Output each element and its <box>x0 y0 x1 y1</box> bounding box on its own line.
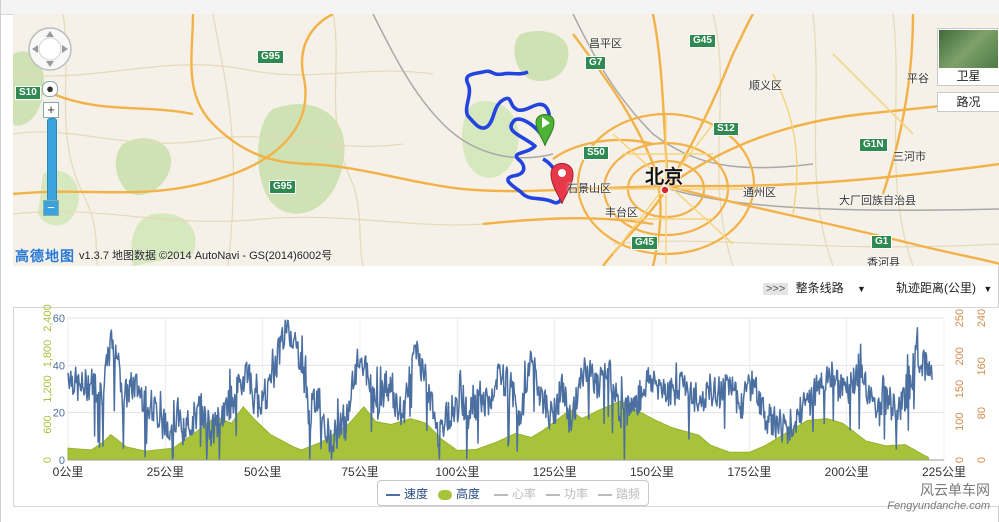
x-axis-select-value: 轨迹距离(公里) <box>896 281 976 295</box>
route-map[interactable]: ● + − G95 S10 G7 G45 S12 S50 G1N G95 G45… <box>13 14 999 266</box>
highway-shield: G95 <box>257 50 284 64</box>
traffic-toggle[interactable]: 路况 <box>937 92 999 112</box>
highway-shield: S50 <box>583 146 609 160</box>
highway-shield: G45 <box>689 34 716 48</box>
chart-legend: 速度 高度 心率 功率 踏频 <box>377 480 649 506</box>
start-marker <box>535 114 555 147</box>
map-copyright: v1.3.7 地图数据 ©2014 AutoNavi - GS(2014)600… <box>79 250 333 262</box>
place-label: 丰台区 <box>605 207 638 219</box>
legend-label: 功率 <box>564 487 589 501</box>
zoom-handle-top[interactable]: ● <box>42 81 58 97</box>
city-label: 北京 <box>645 167 684 188</box>
satellite-label: 卫星 <box>956 69 981 83</box>
place-label: 香河县 <box>867 257 900 266</box>
legend-label: 踏频 <box>616 487 641 501</box>
route-select-value: 整条线路 <box>795 281 844 295</box>
expand-arrows[interactable]: >>> <box>763 283 789 295</box>
legend-item[interactable]: 高度 <box>438 485 480 502</box>
highway-shield: G1 <box>871 235 893 249</box>
watermark: 风云单车网 Fengyundanche.com <box>887 480 990 512</box>
legend-swatch <box>546 493 560 496</box>
legend-item[interactable]: 心率 <box>494 485 536 502</box>
profile-chart-panel <box>13 307 999 507</box>
legend-item[interactable]: 速度 <box>386 485 428 502</box>
route-select[interactable]: >>> 整条线路 ▼ <box>763 279 866 296</box>
highway-shield: G95 <box>269 180 296 194</box>
place-label: 通州区 <box>743 187 776 199</box>
window-top-edge <box>1 0 999 15</box>
legend-swatch <box>438 489 452 500</box>
place-label: 石景山区 <box>567 183 611 195</box>
chevron-down-icon: ▼ <box>856 284 866 294</box>
legend-swatch <box>386 493 400 496</box>
highway-shield: G1N <box>859 138 888 152</box>
chevron-down-icon: ▼ <box>983 284 993 294</box>
legend-swatch <box>494 493 508 496</box>
legend-label: 高度 <box>456 487 481 501</box>
legend-label: 心率 <box>512 487 537 501</box>
zoom-slider[interactable] <box>47 118 57 202</box>
place-label: 大厂回族自治县 <box>839 195 916 207</box>
legend-item[interactable]: 功率 <box>546 485 588 502</box>
legend-swatch <box>598 493 612 496</box>
legend-item[interactable]: 踏频 <box>598 485 640 502</box>
pan-control[interactable] <box>27 26 73 72</box>
legend-label: 速度 <box>404 487 429 501</box>
zoom-in-button[interactable]: + <box>43 102 59 118</box>
highway-shield: S10 <box>15 86 41 100</box>
end-marker <box>550 163 574 205</box>
map-canvas <box>13 14 999 266</box>
satellite-thumbnail <box>939 30 998 68</box>
highway-shield: S12 <box>713 122 739 136</box>
place-label: 三河市 <box>893 151 926 163</box>
zoom-out-button[interactable]: − <box>43 200 59 216</box>
satellite-toggle[interactable]: 卫星 <box>937 28 999 86</box>
place-label: 昌平区 <box>589 38 622 50</box>
place-label: 顺义区 <box>749 80 782 92</box>
map-provider-logo: 高德地图 <box>15 248 75 264</box>
watermark-title: 风云单车网 <box>920 482 990 498</box>
x-axis-select[interactable]: 轨迹距离(公里) ▼ <box>896 279 992 296</box>
highway-shield: G7 <box>585 56 607 70</box>
watermark-url: Fengyundanche.com <box>887 500 990 512</box>
highway-shield: G45 <box>631 236 658 250</box>
place-label: 平谷 <box>907 73 929 85</box>
